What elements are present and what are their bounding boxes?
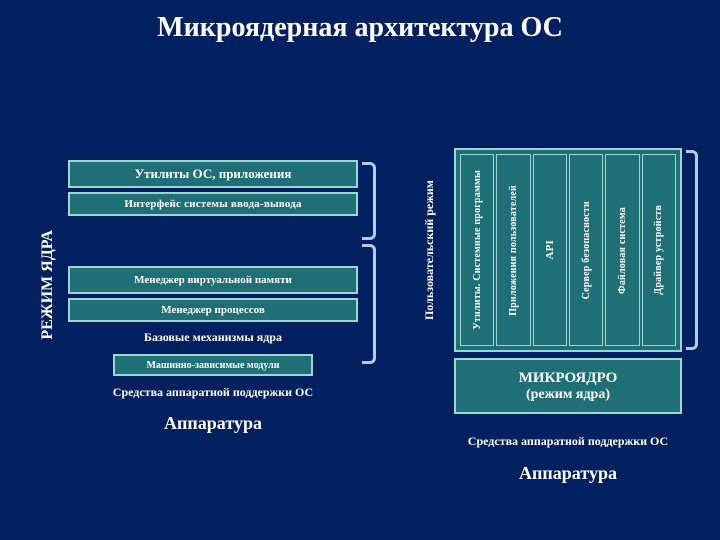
- block-hw-support-left: Средства аппаратной поддержки ОС: [68, 380, 358, 406]
- bracket-right: [686, 150, 698, 350]
- bracket-upper: [362, 162, 376, 240]
- vbar-security: Сервер безопасности: [569, 154, 603, 346]
- microkernel-block: МИКРОЯДРО (режим ядра): [454, 358, 682, 414]
- block-machine-dependent: Машинно-зависимые модули: [113, 354, 313, 376]
- servers-container: Утилиты. Системные программы Приложения …: [454, 148, 682, 352]
- kernel-mode-label: РЕЖИМ ЯДРА: [34, 220, 62, 350]
- vbar-utilities: Утилиты. Системные программы: [460, 154, 494, 346]
- user-mode-label-text: Пользовательский режим: [422, 180, 437, 320]
- vbar-user-apps-label: Приложения пользователей: [508, 185, 519, 316]
- left-column: Утилиты ОС, приложения Интерфейс системы…: [68, 160, 358, 442]
- vbar-driver: Драйвер устройств: [642, 154, 676, 346]
- kernel-mode-label-text: РЕЖИМ ЯДРА: [39, 230, 57, 340]
- spacer: [68, 220, 358, 262]
- bracket-lower: [362, 244, 376, 364]
- vbar-utilities-label: Утилиты. Системные программы: [472, 170, 483, 330]
- right-column: Утилиты. Системные программы Приложения …: [454, 148, 682, 488]
- vbar-filesystem: Файловая система: [605, 154, 639, 346]
- microkernel-line1: МИКРОЯДРО: [456, 370, 680, 387]
- vbar-driver-label: Драйвер устройств: [653, 205, 664, 295]
- block-hardware-left: Аппаратура: [68, 410, 358, 438]
- slide-title: Микроядерная архитектура ОС: [0, 12, 720, 44]
- user-mode-label: Пользовательский режим: [418, 160, 440, 340]
- block-io: Интерфейс системы ввода-вывода: [68, 192, 358, 216]
- block-vmem: Менеджер виртуальной памяти: [68, 266, 358, 294]
- microkernel-line2: (режим ядра): [456, 387, 680, 403]
- vbar-api-label: API: [544, 240, 556, 260]
- block-utilities: Утилиты ОС, приложения: [68, 160, 358, 188]
- block-hw-support-right: Средства аппаратной поддержки ОС: [454, 428, 682, 454]
- vbar-api: API: [533, 154, 567, 346]
- block-proc: Менеджер процессов: [68, 298, 358, 322]
- vbar-user-apps: Приложения пользователей: [496, 154, 530, 346]
- vbar-filesystem-label: Файловая система: [617, 207, 628, 294]
- block-hardware-right: Аппаратура: [454, 458, 682, 488]
- vbar-security-label: Сервер безопасности: [581, 201, 592, 299]
- slide: Микроядерная архитектура ОС РЕЖИМ ЯДРА У…: [0, 0, 720, 540]
- block-base-mechanisms: Базовые механизмы ядра: [68, 326, 358, 350]
